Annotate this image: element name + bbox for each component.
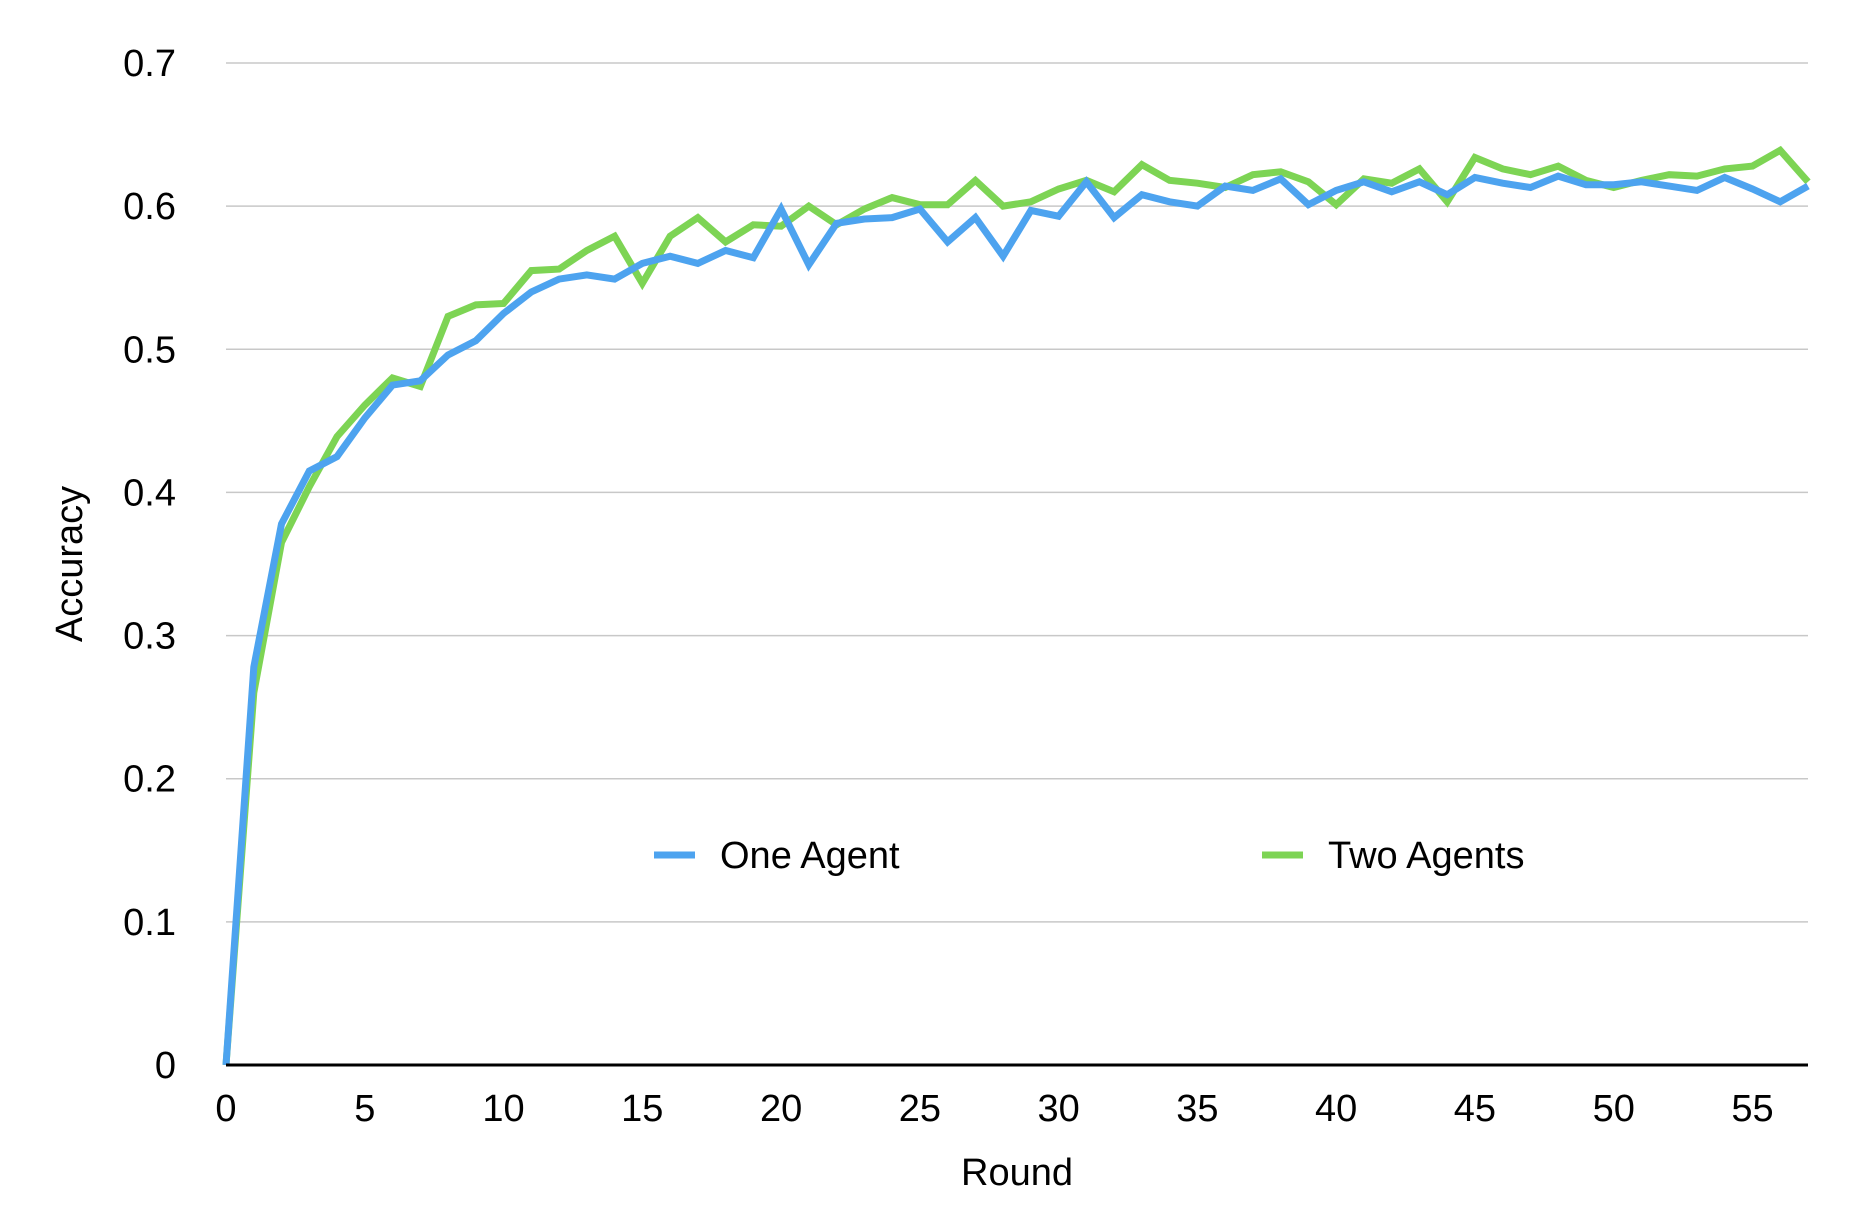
y-tick-label: 0 bbox=[155, 1045, 176, 1087]
series-line-two-agents bbox=[222, 145, 1811, 1066]
x-tick-labels: 0 5 10 15 20 25 30 35 40 45 50 55 bbox=[215, 1088, 1773, 1130]
x-tick-label: 5 bbox=[354, 1088, 375, 1130]
y-tick-label: 0.1 bbox=[123, 902, 176, 944]
x-tick-label: 45 bbox=[1454, 1088, 1496, 1130]
legend: One Agent Two Agents bbox=[654, 835, 1524, 877]
x-tick-label: 55 bbox=[1731, 1088, 1773, 1130]
gridlines bbox=[226, 62, 1808, 923]
x-tick-label: 20 bbox=[760, 1088, 802, 1130]
y-tick-label: 0.4 bbox=[123, 472, 176, 514]
series-line-one-agent bbox=[222, 172, 1810, 1066]
y-tick-label: 0.7 bbox=[123, 43, 176, 85]
legend-label-two-agents: Two Agents bbox=[1328, 835, 1524, 877]
x-tick-label: 25 bbox=[899, 1088, 941, 1130]
y-tick-label: 0.3 bbox=[123, 616, 176, 658]
x-tick-label: 50 bbox=[1593, 1088, 1635, 1130]
y-tick-label: 0.5 bbox=[123, 329, 176, 371]
x-tick-label: 40 bbox=[1315, 1088, 1357, 1130]
x-tick-label: 0 bbox=[215, 1088, 236, 1130]
x-tick-label: 15 bbox=[621, 1088, 663, 1130]
series-lines bbox=[222, 145, 1811, 1066]
x-axis-title: Round bbox=[961, 1152, 1073, 1194]
y-tick-labels: 0 0.1 0.2 0.3 0.4 0.5 0.6 0.7 bbox=[123, 43, 176, 1087]
legend-label-one-agent: One Agent bbox=[720, 835, 900, 877]
y-tick-label: 0.6 bbox=[123, 186, 176, 228]
x-tick-label: 35 bbox=[1176, 1088, 1218, 1130]
y-tick-label: 0.2 bbox=[123, 759, 176, 801]
y-axis-title: Accuracy bbox=[49, 486, 91, 642]
x-tick-label: 30 bbox=[1037, 1088, 1079, 1130]
x-tick-label: 10 bbox=[482, 1088, 524, 1130]
